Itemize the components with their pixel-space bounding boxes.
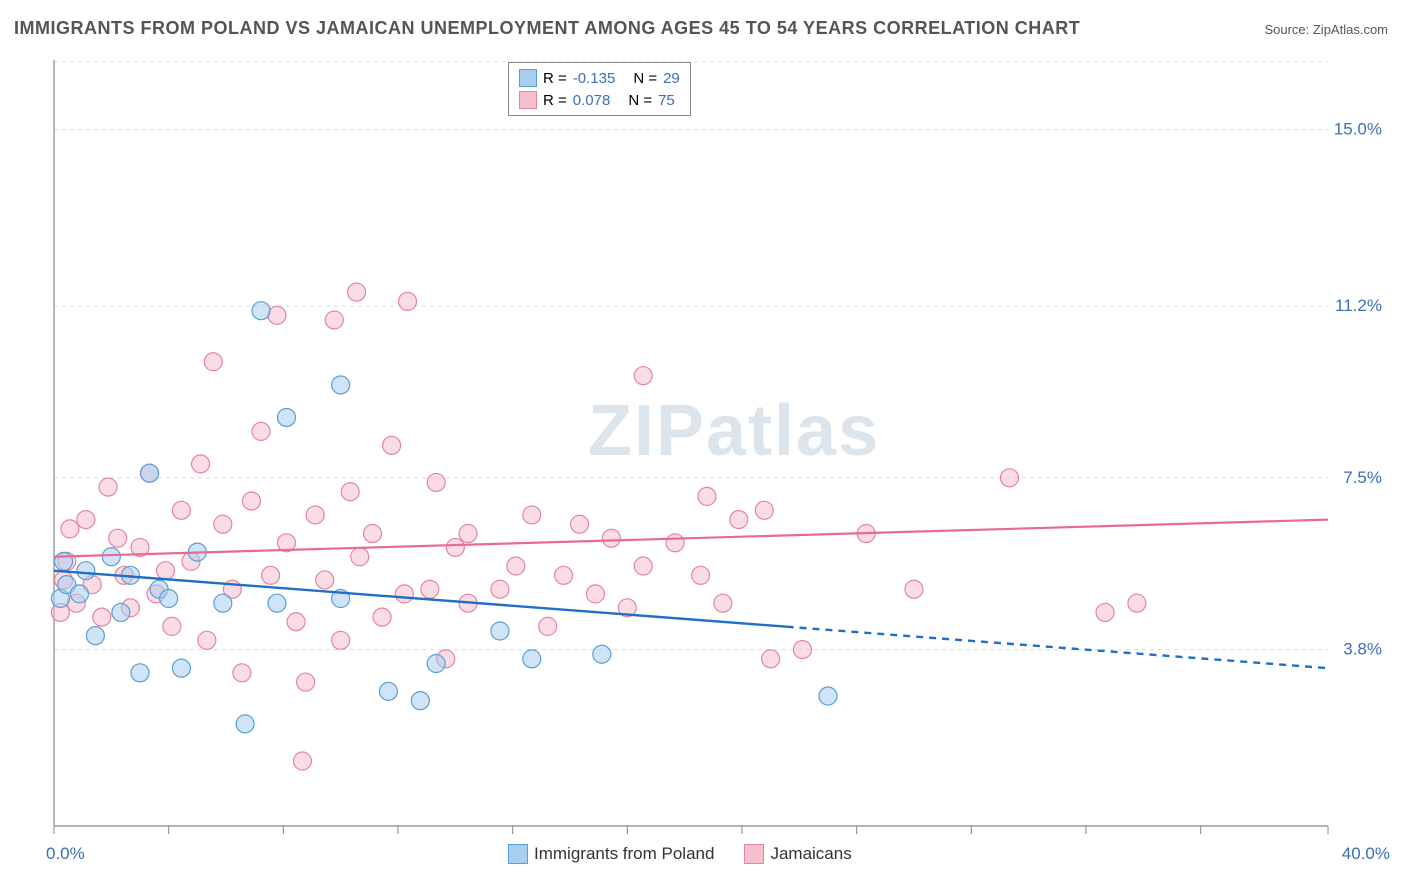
- svg-text:15.0%: 15.0%: [1334, 120, 1382, 139]
- legend-item-jamaicans: Jamaicans: [744, 844, 851, 864]
- source-attribution: Source: ZipAtlas.com: [1264, 22, 1388, 37]
- r-value-poland: -0.135: [573, 70, 616, 87]
- plot-area: 3.8%7.5%11.2%15.0% ZIPatlas R = -0.135 N…: [48, 60, 1388, 860]
- x-max-label: 40.0%: [1342, 844, 1390, 864]
- series-legend: Immigrants from Poland Jamaicans: [508, 844, 852, 864]
- x-min-label: 0.0%: [46, 844, 85, 864]
- svg-text:11.2%: 11.2%: [1335, 296, 1382, 315]
- chart-container: IMMIGRANTS FROM POLAND VS JAMAICAN UNEMP…: [0, 0, 1406, 892]
- chart-title: IMMIGRANTS FROM POLAND VS JAMAICAN UNEMP…: [14, 18, 1080, 39]
- svg-text:3.8%: 3.8%: [1343, 640, 1382, 659]
- legend-item-poland: Immigrants from Poland: [508, 844, 714, 864]
- stats-row-jamaicans: R = 0.078 N = 75: [519, 89, 680, 111]
- swatch-poland: [519, 69, 537, 87]
- stats-row-poland: R = -0.135 N = 29: [519, 67, 680, 89]
- n-value-poland: 29: [663, 70, 680, 87]
- n-label: N =: [628, 92, 652, 109]
- legend-label-jamaicans: Jamaicans: [770, 844, 851, 864]
- r-value-jamaicans: 0.078: [573, 92, 611, 109]
- n-value-jamaicans: 75: [658, 92, 675, 109]
- swatch-jamaicans: [519, 91, 537, 109]
- r-label: R =: [543, 70, 567, 87]
- r-label: R =: [543, 92, 567, 109]
- n-label: N =: [633, 70, 657, 87]
- swatch-jamaicans: [744, 844, 764, 864]
- legend-label-poland: Immigrants from Poland: [534, 844, 714, 864]
- swatch-poland: [508, 844, 528, 864]
- svg-text:7.5%: 7.5%: [1343, 468, 1382, 487]
- stats-legend: R = -0.135 N = 29 R = 0.078 N = 75: [508, 62, 691, 116]
- scatter-chart-svg: 3.8% 7.5% 11.2% 15.0%: [48, 60, 1388, 860]
